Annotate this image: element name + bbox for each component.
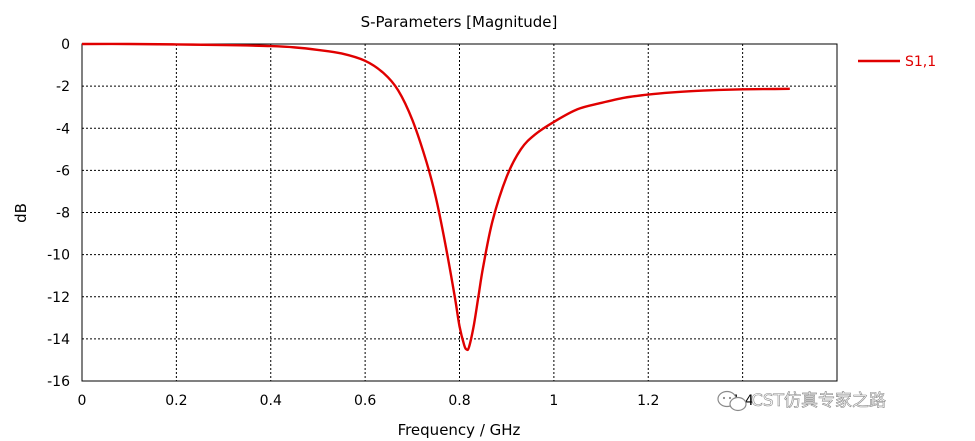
x-tick-label: 0.6 bbox=[354, 393, 376, 409]
y-tick-label: -12 bbox=[47, 290, 70, 306]
y-axis-label: dB bbox=[12, 203, 30, 223]
y-tick-label: -14 bbox=[47, 332, 70, 348]
x-tick-labels: 00.20.40.60.811.21.4 bbox=[78, 393, 754, 409]
y-tick-label: -4 bbox=[56, 121, 70, 137]
x-tick-label: 1.2 bbox=[637, 393, 659, 409]
legend-label-s11: S1,1 bbox=[905, 54, 936, 70]
y-tick-label: -10 bbox=[47, 248, 70, 264]
chart-title: S-Parameters [Magnitude] bbox=[361, 13, 558, 31]
y-tick-label: -2 bbox=[56, 79, 70, 95]
y-tick-label: -16 bbox=[47, 374, 70, 390]
x-tick-label: 0 bbox=[78, 393, 87, 409]
x-tick-label: 0.4 bbox=[260, 393, 282, 409]
wechat-icon bbox=[717, 390, 747, 412]
y-tick-label: -6 bbox=[56, 163, 70, 179]
y-tick-label: 0 bbox=[61, 37, 70, 53]
y-tick-label: -8 bbox=[56, 206, 70, 222]
watermark-text: CST仿真专家之路 bbox=[751, 391, 886, 411]
watermark: CST仿真专家之路 bbox=[717, 390, 886, 412]
x-tick-label: 1 bbox=[549, 393, 558, 409]
grid-lines bbox=[82, 44, 837, 381]
x-tick-label: 0.2 bbox=[165, 393, 187, 409]
legend[interactable]: S1,1 bbox=[858, 54, 936, 70]
y-tick-labels: 0 -2 -4 -6 -8 -10 -12 -14 -16 bbox=[47, 37, 70, 390]
x-tick-label: 0.8 bbox=[448, 393, 470, 409]
series-lines bbox=[81, 42, 790, 352]
series-line-s11 bbox=[81, 42, 790, 352]
x-axis-label: Frequency / GHz bbox=[398, 421, 521, 439]
